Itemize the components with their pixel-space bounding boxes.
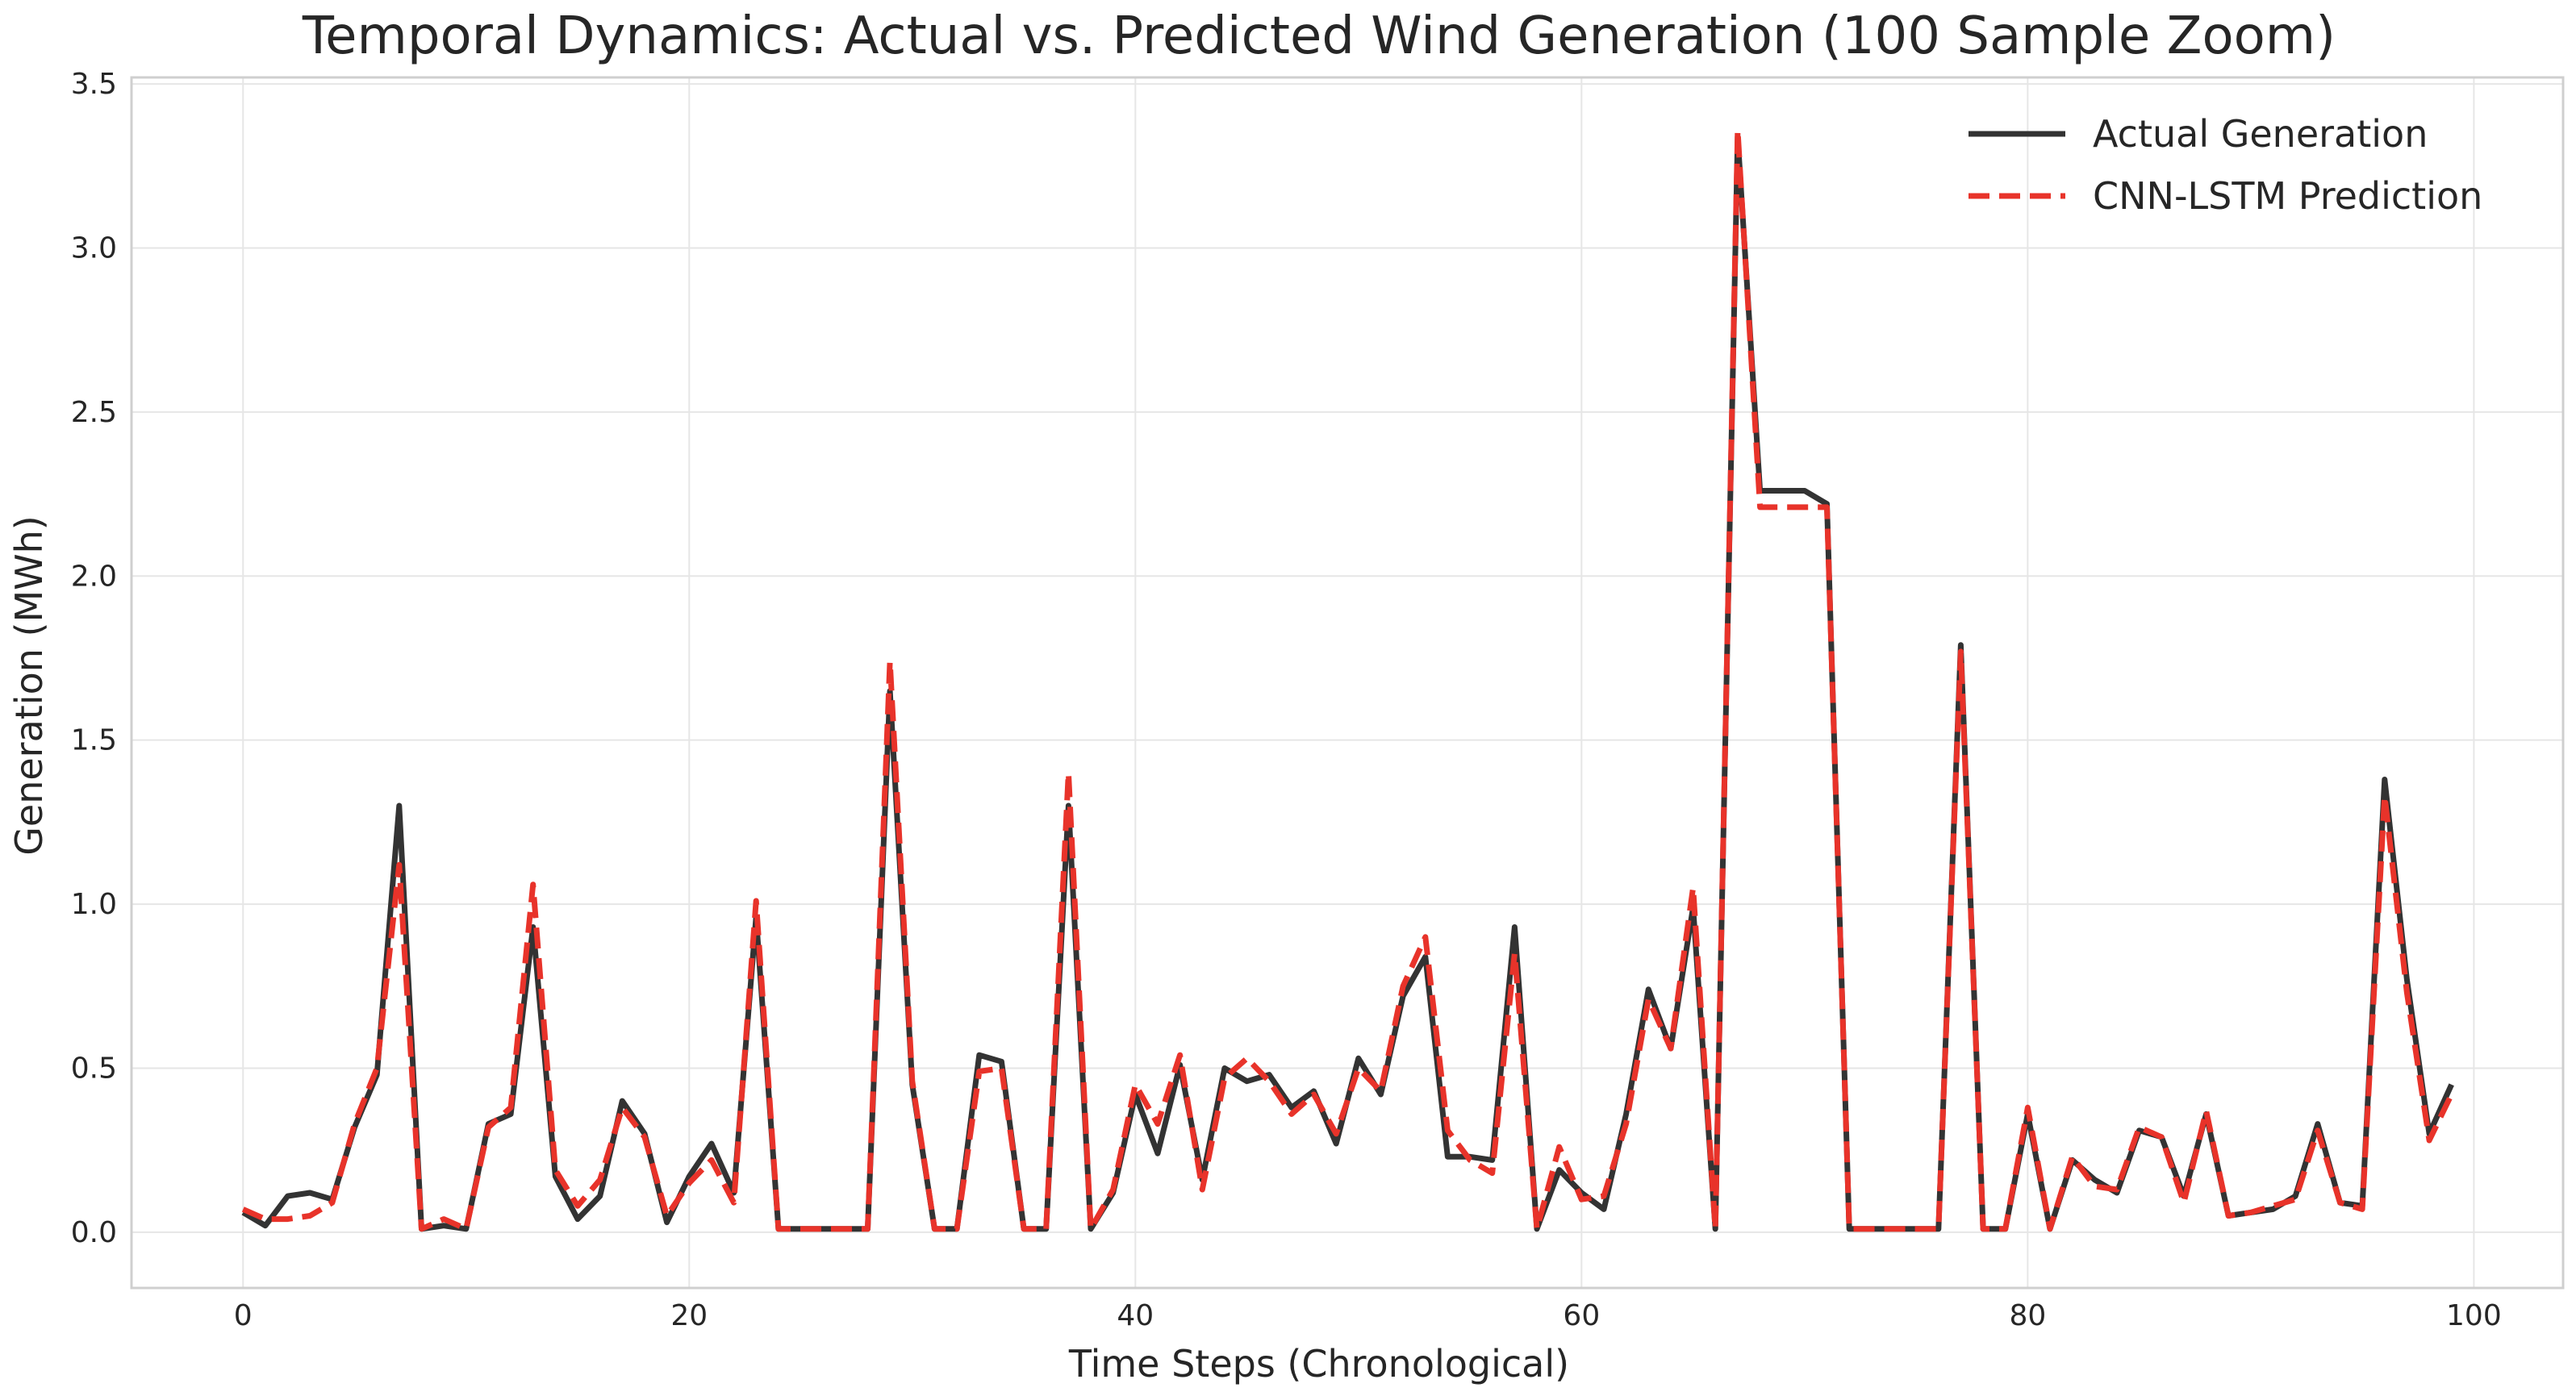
x-tick-label: 80	[2009, 1299, 2046, 1332]
plot-area-frame	[130, 76, 2565, 1290]
y-axis-label: Generation (MWh)	[7, 515, 51, 855]
y-tick-label: 3.0	[71, 232, 117, 265]
x-tick-labels: 0 20 40 60 80 100	[234, 1299, 2502, 1332]
y-tick-label: 0.5	[71, 1052, 117, 1085]
series-lines	[241, 127, 2454, 1232]
x-tick-label: 20	[670, 1299, 708, 1332]
y-tick-label: 1.0	[71, 888, 117, 921]
y-tick-labels: 0.0 0.5 1.0 1.5 2.0 2.5 3.0 3.5	[71, 68, 117, 1249]
x-axis-label: Time Steps (Chronological)	[1068, 1342, 1569, 1386]
legend-label-cnn-lstm-prediction: CNN-LSTM Prediction	[2093, 174, 2482, 218]
legend-label-actual-generation: Actual Generation	[2093, 112, 2428, 156]
y-tick-label: 2.0	[71, 560, 117, 593]
x-tick-label: 0	[234, 1299, 253, 1332]
y-tick-label: 2.5	[71, 396, 117, 429]
legend: Actual Generation CNN-LSTM Prediction	[1969, 112, 2482, 218]
y-tick-label: 3.5	[71, 68, 117, 101]
x-tick-label: 60	[1563, 1299, 1600, 1332]
chart-title: Temporal Dynamics: Actual vs. Predicted …	[302, 6, 2336, 66]
series-line-cnn-lstm-prediction	[241, 127, 2454, 1232]
y-tick-label: 0.0	[71, 1216, 117, 1249]
x-tick-label: 100	[2446, 1299, 2502, 1332]
y-tick-label: 1.5	[71, 724, 117, 757]
x-tick-label: 40	[1117, 1299, 1154, 1332]
